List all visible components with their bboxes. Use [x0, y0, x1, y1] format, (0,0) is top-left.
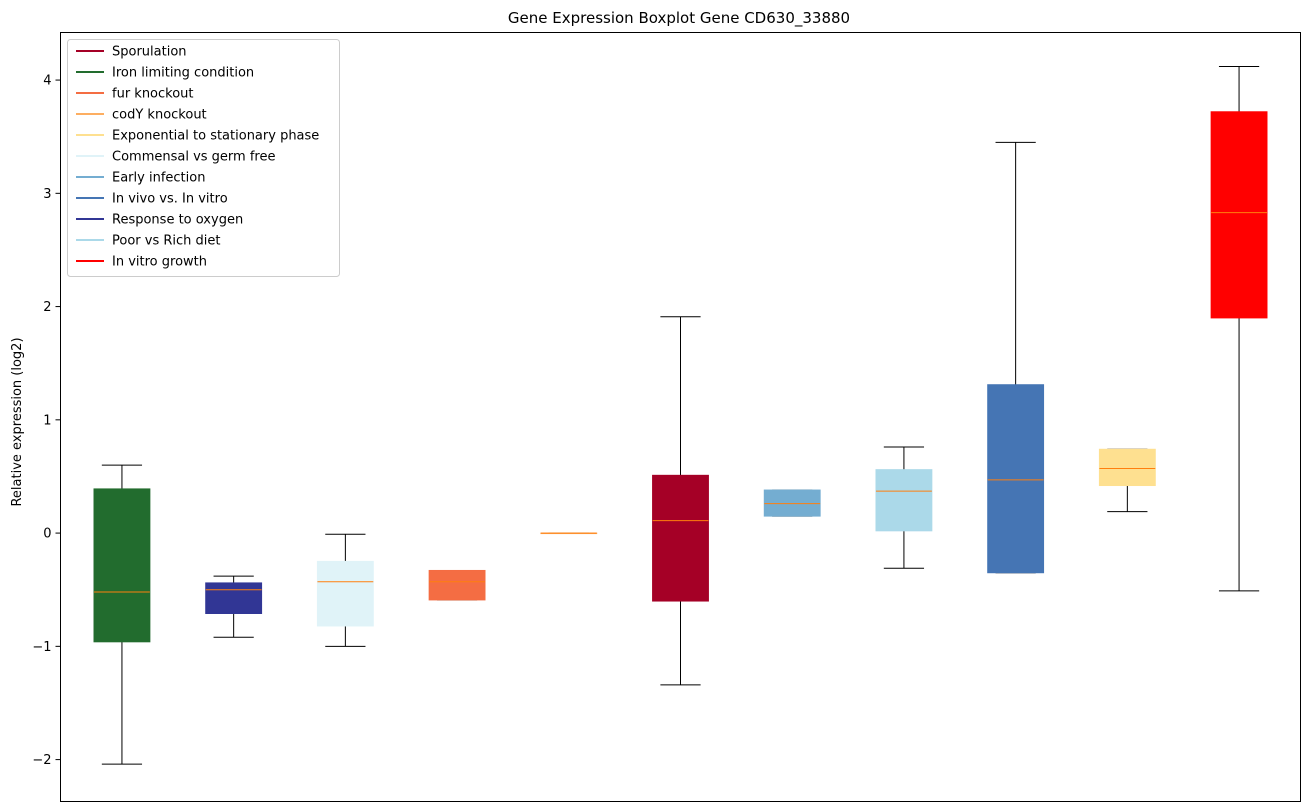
box-commensal-vs-germ-free — [316, 533, 374, 647]
legend-label: Response to oxygen — [112, 213, 243, 228]
legend-item: Early infection — [76, 171, 205, 186]
legend-item: Sporulation — [76, 45, 187, 60]
box-iron-limiting-condition — [93, 464, 151, 765]
y-tick-label: 0 — [43, 527, 51, 542]
legend-item: codY knockout — [76, 108, 207, 123]
legend-item: Response to oxygen — [76, 213, 243, 228]
legend-label: Commensal vs germ free — [112, 150, 275, 165]
legend-frame — [67, 39, 340, 277]
legend-item: In vivo vs. In vitro — [76, 192, 228, 207]
box-fur-knockout — [428, 569, 486, 601]
legend-label: fur knockout — [112, 87, 194, 102]
legend-label: Early infection — [112, 171, 205, 186]
box-body — [205, 582, 263, 614]
box-body — [875, 469, 933, 532]
legend-label: In vitro growth — [112, 255, 207, 270]
box-body — [652, 474, 709, 602]
box-exponential-to-stationary-phase — [1098, 448, 1156, 513]
legend-label: codY knockout — [112, 108, 207, 123]
y-tick-label: 2 — [43, 300, 51, 315]
box-body — [428, 569, 486, 601]
box-in-vivo-vs-in-vitro — [987, 141, 1045, 574]
y-tick-label: 4 — [43, 74, 51, 89]
box-body — [93, 488, 151, 643]
box-body — [1210, 111, 1268, 319]
box-series — [93, 65, 1268, 765]
y-axis-label: Relative expression (log2) — [10, 337, 25, 506]
legend-label: Poor vs Rich diet — [112, 234, 220, 249]
legend-label: Sporulation — [112, 45, 187, 60]
box-body — [316, 560, 374, 627]
box-response-to-oxygen — [205, 575, 263, 638]
box-sporulation — [652, 316, 709, 686]
legend-item: fur knockout — [76, 87, 194, 102]
legend-label: In vivo vs. In vitro — [112, 192, 228, 207]
box-early-infection — [763, 489, 821, 517]
box-body — [1098, 448, 1156, 487]
legend-label: Exponential to stationary phase — [112, 129, 319, 144]
legend-item: Exponential to stationary phase — [76, 129, 319, 144]
box-cody-knockout — [540, 532, 598, 535]
y-tick-label: −1 — [32, 640, 51, 655]
box-poor-vs-rich-diet — [875, 446, 933, 569]
y-axis-ticks: −2 −1 0 1 2 3 4 — [32, 74, 61, 768]
y-tick-label: 3 — [43, 187, 51, 202]
legend-item: Commensal vs germ free — [76, 150, 275, 165]
legend-item: Poor vs Rich diet — [76, 234, 220, 249]
legend-item: Iron limiting condition — [76, 66, 254, 81]
box-in-vitro-growth — [1210, 65, 1268, 592]
plot-frame — [60, 32, 1301, 802]
legend-label: Iron limiting condition — [112, 66, 254, 81]
box-body — [763, 489, 821, 517]
y-tick-label: −2 — [32, 753, 51, 768]
legend: Sporulation Iron limiting condition fur kn… — [67, 39, 340, 277]
chart-title: Gene Expression Boxplot Gene CD630_33880 — [508, 9, 850, 28]
box-body — [987, 384, 1045, 574]
legend-item: In vitro growth — [76, 255, 207, 270]
y-tick-label: 1 — [43, 413, 51, 428]
